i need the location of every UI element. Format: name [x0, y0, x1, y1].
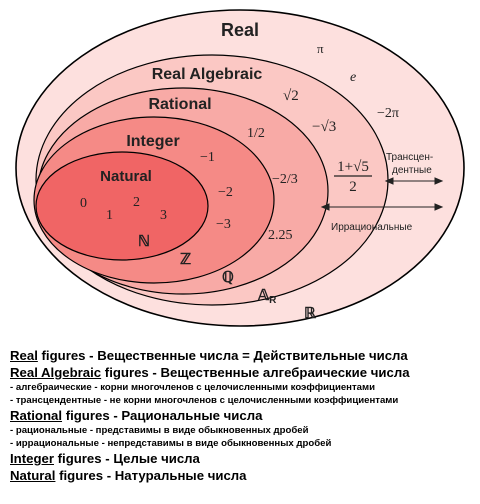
naturals-symbol: ℕ [138, 234, 150, 250]
legend-rational: Rational figures - Рациональные числа [10, 407, 476, 424]
legend-natural-desc: figures - Натуральные числа [55, 468, 247, 483]
irrational-label: Иррациональные [331, 222, 413, 233]
number-pi: π [317, 41, 324, 56]
real-set-label: Real [221, 20, 259, 40]
legend-rational-desc: figures - Рациональные числа [62, 408, 263, 423]
real-algebraic-set-label: Real Algebraic [152, 66, 263, 83]
legend-real-desc: figures - Вещественные числа = Действите… [37, 348, 408, 363]
number-e: e [350, 70, 356, 85]
golden-ratio-numerator: 1+√5 [337, 159, 369, 175]
legend-real-algebraic: Real Algebraic figures - Вещественные ал… [10, 364, 476, 381]
number-neg-sqrt3: −√3 [312, 119, 336, 135]
legend-natural: Natural figures - Натуральные числа [10, 467, 476, 484]
legend-irrational-note: - иррациональные - непредставимы в виде … [10, 438, 332, 449]
number-neg-1: −1 [200, 150, 215, 165]
algebraic-symbol-main: 𝔸 [257, 288, 270, 304]
legend: Real figures - Вещественные числа = Дейс… [10, 347, 476, 484]
rational-set-label: Rational [148, 96, 211, 113]
legend-real-algebraic-term: Real Algebraic [10, 365, 102, 380]
integers-symbol: ℤ [180, 252, 191, 268]
legend-rational-term: Rational [10, 408, 63, 423]
number-1: 1 [106, 208, 113, 223]
number-3: 3 [160, 208, 167, 223]
number-neg-2pi: −2π [377, 106, 399, 121]
irrational-arrow [320, 203, 444, 211]
transcendental-label-line1: Трансцен- [386, 152, 433, 163]
legend-algebraic-note: - алгебраические - корни многочленов с ц… [10, 382, 375, 393]
legend-real-term: Real [10, 348, 38, 363]
legend-integer-desc: figures - Целые числа [53, 451, 200, 466]
number-one-half: 1/2 [247, 126, 265, 141]
number-neg-two-thirds: −2/3 [272, 172, 298, 187]
rationals-symbol: ℚ [222, 270, 234, 286]
number-neg-3: −3 [216, 217, 231, 232]
algebraic-symbol-subscript: R [269, 295, 277, 306]
legend-real: Real figures - Вещественные числа = Дейс… [10, 347, 476, 364]
golden-ratio-fraction: 1+√5 2 [334, 159, 372, 195]
legend-natural-term: Natural [10, 468, 56, 483]
number-neg-2: −2 [218, 185, 233, 200]
number-2: 2 [133, 195, 140, 210]
transcendental-arrow [384, 177, 444, 185]
reals-symbol: ℝ [304, 306, 317, 322]
legend-real-algebraic-desc: figures - Вещественные алгебраические чи… [101, 365, 410, 380]
natural-set-ellipse [35, 151, 209, 261]
algebraic-symbol: 𝔸R [257, 288, 277, 306]
golden-ratio-denominator: 2 [349, 179, 357, 195]
legend-integer-term: Integer [10, 451, 54, 466]
legend-integer: Integer figures - Целые числа [10, 450, 476, 467]
legend-rational-note: - рациональные - представимы в виде обык… [10, 425, 309, 436]
number-sqrt2: √2 [283, 88, 299, 104]
legend-transcendental-note: - трансцендентные - не корни многочленов… [10, 395, 399, 406]
integer-set-label: Integer [126, 133, 179, 150]
natural-set-label: Natural [100, 168, 152, 185]
number-sets-diagram: Real Real Algebraic Rational Integer Nat… [15, 9, 465, 327]
transcendental-label-line2: дентные [392, 165, 432, 176]
number-0: 0 [80, 196, 87, 211]
number-2-25: 2.25 [268, 228, 293, 243]
